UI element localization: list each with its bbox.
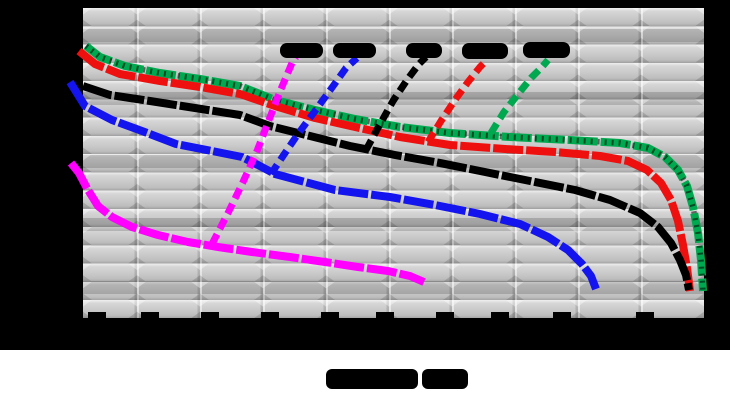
curve-label-blob [333, 43, 376, 58]
x-axis-tick-bump [436, 312, 454, 318]
curve-label-blob [280, 43, 323, 58]
x-axis-tick-bump [376, 312, 394, 318]
curve-blue-curve [66, 79, 600, 291]
red-leader [425, 57, 490, 144]
curve-label-blob [406, 43, 442, 58]
x-axis-tick-bump [553, 312, 571, 318]
curve-label-blob [523, 42, 570, 58]
green-leader [488, 57, 551, 135]
blue-leader [268, 55, 360, 176]
caption-strip [0, 350, 730, 404]
magenta-leader [208, 55, 299, 246]
x-axis-tick-bump [201, 312, 219, 318]
x-axis-tick-bump [141, 312, 159, 318]
x-axis-tick-bump [491, 312, 509, 318]
x-axis-tick-bump [88, 312, 106, 318]
curve-magenta-curve [67, 160, 426, 286]
label-leader-lines [208, 54, 551, 246]
curve-label-blobs [280, 42, 570, 59]
curve-green-curve-barcode [84, 43, 706, 292]
curve-black-curve [81, 82, 693, 291]
caption-text-blob [326, 369, 418, 389]
curve-red-curve [76, 47, 694, 292]
x-axis-tick-bump [636, 312, 654, 318]
curve-label-blob [462, 43, 508, 59]
x-axis-tick-bump [261, 312, 279, 318]
x-axis-tick-bump [321, 312, 339, 318]
black-leader [362, 54, 429, 152]
caption-text-blob [422, 369, 468, 389]
data-curves [66, 42, 707, 292]
